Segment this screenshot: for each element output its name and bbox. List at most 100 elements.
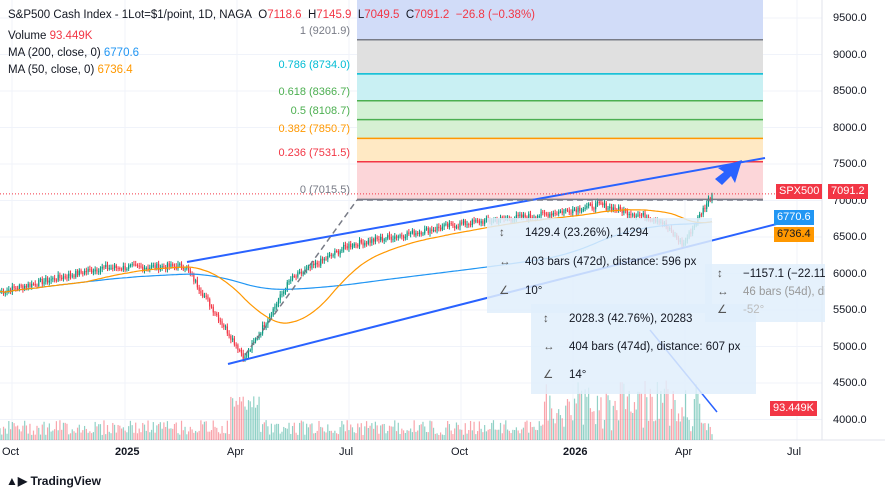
- volume-bar: [424, 426, 426, 440]
- volume-bar: [469, 420, 472, 440]
- volume-bar: [628, 390, 630, 440]
- candle-body: [468, 224, 470, 226]
- candle-body: [482, 221, 484, 224]
- fib-level-label: 0 (7015.5): [299, 184, 350, 197]
- candle-body: [143, 268, 146, 271]
- fib-level-label: 0.382 (7850.7): [278, 123, 350, 136]
- volume-bar: [704, 423, 706, 440]
- volume-legend[interactable]: Volume 93.449K: [8, 29, 92, 43]
- volume-bar: [558, 409, 560, 440]
- candle-body: [129, 265, 132, 267]
- candle-body: [556, 213, 558, 215]
- candle-body: [517, 214, 519, 216]
- candle-body: [501, 217, 503, 219]
- candle-body: [397, 236, 399, 238]
- volume-bar: [180, 420, 183, 440]
- volume-bar: [415, 431, 417, 440]
- volume-bar: [365, 421, 368, 440]
- candle-body: [311, 263, 313, 268]
- volume-bar: [214, 426, 216, 440]
- tradingview-logo[interactable]: ▲▶ TradingView: [6, 474, 101, 488]
- volume-bar: [491, 422, 493, 440]
- volume-bar: [364, 426, 366, 440]
- time-tick: Apr: [675, 446, 693, 458]
- volume-bar: [46, 427, 49, 440]
- candle-body: [13, 286, 15, 288]
- candle-body: [103, 266, 105, 268]
- candle-body: [314, 262, 317, 266]
- candle-body: [325, 258, 327, 260]
- volume-bar: [454, 428, 456, 440]
- candle-body: [343, 244, 345, 250]
- volume-bar: [156, 425, 158, 440]
- volume-bar: [681, 407, 683, 440]
- volume-bar: [152, 422, 154, 440]
- volume-price-label: 93.449K: [770, 401, 817, 416]
- volume-bar: [321, 427, 324, 440]
- volume-bar: [61, 429, 63, 440]
- candle-body: [274, 306, 276, 309]
- ma50-legend[interactable]: MA (50, close, 0) 6736.4: [8, 63, 133, 77]
- volume-bar: [447, 421, 449, 440]
- volume-bar: [276, 423, 278, 440]
- volume-bar: [126, 432, 128, 440]
- candle-body: [173, 265, 176, 267]
- volume-bar: [24, 420, 26, 440]
- volume-bar: [54, 429, 56, 440]
- angle-icon: ∠: [543, 369, 554, 381]
- volume-bar: [596, 395, 599, 440]
- candle-body: [196, 280, 198, 288]
- candle-body: [80, 270, 82, 273]
- ma50-price-label: 6736.4: [774, 227, 814, 242]
- volume-bar: [202, 424, 204, 440]
- volume-bar: [115, 432, 117, 440]
- volume-bar: [182, 430, 184, 440]
- candle-body: [538, 216, 540, 218]
- candle-body: [216, 313, 218, 315]
- volume-bar: [528, 432, 530, 440]
- candle-body: [291, 275, 294, 280]
- volume-bar: [223, 432, 225, 440]
- volume-bar: [233, 406, 235, 440]
- volume-bar: [82, 430, 84, 440]
- volume-bar: [68, 434, 70, 440]
- candle-body: [401, 235, 403, 237]
- volume-bar: [258, 396, 260, 440]
- volume-bar: [332, 432, 334, 440]
- candle-body: [219, 320, 221, 322]
- candle-body: [267, 320, 269, 325]
- volume-bar: [545, 384, 547, 440]
- candle-body: [385, 238, 387, 240]
- volume-bar: [325, 432, 327, 440]
- candle-body: [138, 265, 140, 267]
- volume-bar: [161, 428, 163, 440]
- candle-body: [260, 333, 262, 335]
- candle-body: [545, 213, 547, 215]
- volume-bar: [168, 428, 170, 440]
- volume-bar: [297, 434, 299, 440]
- volume-bar: [177, 433, 179, 440]
- candle-body: [411, 230, 413, 234]
- volume-bar: [699, 403, 701, 440]
- volume-bar: [697, 394, 699, 440]
- volume-bar: [499, 422, 502, 440]
- candle-body: [277, 299, 280, 304]
- ma200-legend[interactable]: MA (200, close, 0) 6770.6: [8, 46, 139, 60]
- volume-bar: [690, 431, 692, 440]
- candle-body: [443, 224, 445, 227]
- volume-bar: [554, 423, 556, 440]
- volume-bar: [62, 422, 65, 440]
- candle-body: [358, 240, 361, 247]
- candle-body: [233, 338, 235, 345]
- volume-bar: [121, 428, 123, 440]
- price-tick: 5500.0: [833, 304, 867, 316]
- price-tick: 4000.0: [833, 413, 867, 426]
- volume-bar: [577, 382, 579, 440]
- candle-body: [380, 236, 382, 241]
- volume-bar: [658, 418, 660, 440]
- volume-bar: [646, 397, 648, 440]
- candle-body: [189, 270, 191, 274]
- volume-bar: [589, 408, 591, 440]
- horizontal-range-icon: ↔: [543, 341, 555, 353]
